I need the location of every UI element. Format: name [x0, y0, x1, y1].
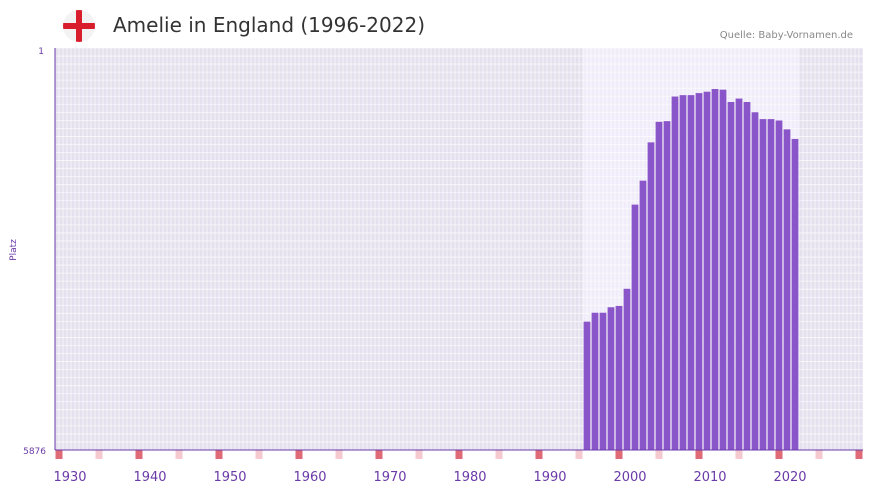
bar-2009 — [703, 91, 711, 451]
bar-2016 — [759, 119, 767, 451]
x-tick-1950: 1950 — [213, 470, 246, 485]
bar-2000 — [631, 204, 639, 450]
bar-2003 — [655, 121, 663, 450]
bar-2002 — [647, 142, 655, 450]
y-tick-top: 1 — [38, 47, 44, 57]
x-tick-1970: 1970 — [373, 470, 406, 485]
bar-2008 — [695, 93, 703, 451]
bar-1998 — [615, 305, 623, 450]
bar-2013 — [735, 98, 743, 450]
bar-2011 — [719, 89, 727, 451]
half-decade-marker-1993 — [575, 450, 583, 459]
y-tick-bottom: 5876 — [23, 447, 46, 457]
bar-1995 — [591, 312, 599, 450]
x-tick-labels: 1930 1940 1950 1960 1970 1980 1990 2000 2010 2020 — [53, 470, 806, 485]
bar-1996 — [599, 312, 607, 450]
half-decade-marker-2013 — [735, 450, 743, 459]
bar-2001 — [639, 180, 647, 450]
y-axis-label: Platz — [9, 239, 19, 261]
x-tick-2000: 2000 — [613, 470, 646, 485]
decade-marker-1968 — [375, 450, 383, 459]
bar-2012 — [727, 101, 735, 451]
half-decade-marker-1963 — [335, 450, 343, 459]
decade-marker-1998 — [615, 450, 623, 459]
bar-1994 — [583, 321, 591, 450]
decade-marker-1948 — [215, 450, 223, 459]
half-decade-marker-1973 — [415, 450, 423, 459]
half-decade-marker-1953 — [255, 450, 263, 459]
x-tick-1930: 1930 — [53, 470, 86, 485]
bar-1999 — [623, 288, 631, 450]
decade-marker-2028 — [855, 450, 863, 459]
x-tick-1960: 1960 — [293, 470, 326, 485]
decade-marker-1958 — [295, 450, 303, 459]
half-decade-marker-2023 — [815, 450, 823, 459]
bar-2006 — [679, 95, 687, 450]
bar-2020 — [791, 138, 799, 450]
decade-marker-1928 — [55, 450, 63, 459]
bar-2015 — [751, 112, 759, 450]
half-decade-marker-1943 — [175, 450, 183, 459]
bar-2017 — [767, 119, 775, 451]
axes — [54, 48, 863, 451]
decade-marker-1988 — [535, 450, 543, 459]
flag-cross-vertical — [76, 10, 82, 42]
x-tick-1980: 1980 — [453, 470, 486, 485]
bar-2004 — [663, 121, 671, 450]
chart-title: Amelie in England (1996-2022) — [113, 13, 426, 37]
year-markers — [55, 450, 863, 459]
half-decade-marker-2003 — [655, 450, 663, 459]
bar-2018 — [775, 120, 783, 450]
x-tick-2010: 2010 — [693, 470, 726, 485]
decade-marker-2018 — [775, 450, 783, 459]
decade-marker-1978 — [455, 450, 463, 459]
bar-2007 — [687, 95, 695, 450]
x-tick-1990: 1990 — [533, 470, 566, 485]
decade-marker-2008 — [695, 450, 703, 459]
england-flag-icon — [63, 10, 95, 42]
x-tick-2020: 2020 — [773, 470, 806, 485]
bar-series — [583, 88, 799, 451]
half-decade-marker-1933 — [95, 450, 103, 459]
x-tick-1940: 1940 — [133, 470, 166, 485]
source-credit: Quelle: Baby-Vornamen.de — [719, 30, 853, 41]
decade-marker-1938 — [135, 450, 143, 459]
bar-2010 — [711, 88, 719, 451]
bar-2014 — [743, 101, 751, 451]
half-decade-marker-1983 — [495, 450, 503, 459]
bar-1997 — [607, 307, 615, 450]
bar-2019 — [783, 129, 791, 450]
bar-2005 — [671, 96, 679, 450]
